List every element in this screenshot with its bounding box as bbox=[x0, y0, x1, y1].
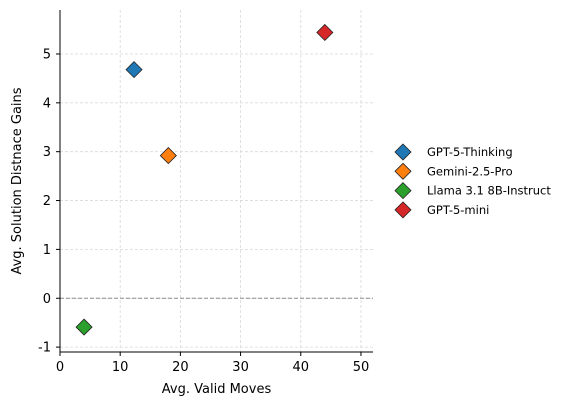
grid bbox=[59, 10, 373, 352]
legend-marker bbox=[394, 182, 412, 200]
legend-marker bbox=[394, 201, 412, 219]
legend-label: GPT-5-mini bbox=[427, 203, 489, 217]
x-tick-label: 50 bbox=[353, 360, 370, 375]
data-point-gpt-5-mini bbox=[316, 23, 334, 42]
legend-marker bbox=[394, 143, 412, 161]
y-tick-label: 1 bbox=[43, 243, 51, 258]
y-tick-label: 5 bbox=[43, 47, 51, 62]
y-tick-label: 4 bbox=[43, 96, 51, 111]
data-point-llama-3-1-8b-instruct bbox=[75, 318, 93, 336]
y-axis-ticks: -1 0 1 2 3 4 5 bbox=[38, 47, 60, 356]
legend: GPT-5-Thinking Gemini-2.5-Pro Llama 3.1 8B… bbox=[394, 143, 551, 219]
x-tick-label: 10 bbox=[112, 360, 129, 375]
y-tick-label: -1 bbox=[38, 341, 51, 356]
x-tick-label: 40 bbox=[292, 360, 309, 375]
axes bbox=[59, 10, 373, 353]
x-tick-label: 20 bbox=[172, 360, 189, 375]
x-tick-label: 0 bbox=[56, 360, 64, 375]
legend-label: Llama 3.1 8B-Instruct bbox=[427, 184, 551, 198]
y-axis-label: Avg. Solution Distnace Gains bbox=[10, 87, 25, 274]
data-points bbox=[75, 23, 334, 336]
legend-label: GPT-5-Thinking bbox=[427, 145, 513, 159]
data-point-gpt-5-thinking bbox=[125, 61, 143, 79]
x-axis-label: Avg. Valid Moves bbox=[162, 382, 272, 397]
legend-label: Gemini-2.5-Pro bbox=[427, 164, 513, 178]
x-tick-label: 30 bbox=[232, 360, 249, 375]
legend-marker bbox=[394, 162, 412, 180]
y-tick-label: 3 bbox=[43, 145, 51, 160]
data-point-gemini-2-5-pro bbox=[159, 147, 177, 165]
y-tick-label: 0 bbox=[43, 292, 51, 307]
x-axis-ticks: 0 10 20 30 40 50 bbox=[56, 352, 369, 375]
y-tick-label: 2 bbox=[43, 194, 51, 209]
